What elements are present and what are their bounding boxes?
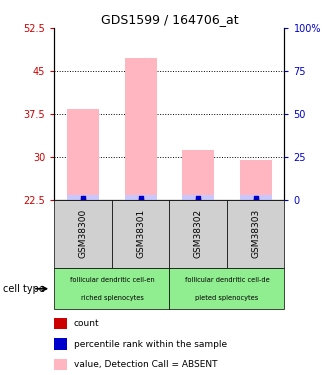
Bar xyxy=(170,268,284,309)
Text: cell type: cell type xyxy=(3,284,45,294)
Text: follicular dendritic cell-en: follicular dendritic cell-en xyxy=(70,277,154,283)
Text: value, Detection Call = ABSENT: value, Detection Call = ABSENT xyxy=(74,360,217,369)
Text: riched splenocytes: riched splenocytes xyxy=(81,295,144,301)
Point xyxy=(196,196,201,202)
Text: GSM38301: GSM38301 xyxy=(136,209,145,258)
Point xyxy=(81,195,86,201)
Bar xyxy=(240,195,272,200)
Text: GSM38302: GSM38302 xyxy=(194,209,203,258)
Title: GDS1599 / 164706_at: GDS1599 / 164706_at xyxy=(101,13,238,26)
Bar xyxy=(182,150,214,200)
Text: follicular dendritic cell-de: follicular dendritic cell-de xyxy=(184,277,269,283)
Text: percentile rank within the sample: percentile rank within the sample xyxy=(74,340,227,349)
Bar xyxy=(182,195,214,200)
Bar xyxy=(54,268,170,309)
Bar xyxy=(125,58,156,200)
Bar xyxy=(67,195,99,200)
Point xyxy=(138,195,143,201)
Text: count: count xyxy=(74,319,99,328)
Text: GSM38300: GSM38300 xyxy=(79,209,88,258)
Point xyxy=(138,196,143,202)
Text: GSM38303: GSM38303 xyxy=(251,209,260,258)
Point xyxy=(81,196,86,202)
Bar xyxy=(112,200,170,268)
Bar xyxy=(170,200,227,268)
Bar xyxy=(54,200,112,268)
Bar xyxy=(125,195,156,200)
Point xyxy=(253,196,258,202)
Text: pleted splenocytes: pleted splenocytes xyxy=(195,295,259,301)
Bar xyxy=(240,159,272,200)
Point xyxy=(196,195,201,201)
Bar xyxy=(227,200,284,268)
Bar xyxy=(67,109,99,200)
Point xyxy=(253,195,258,201)
